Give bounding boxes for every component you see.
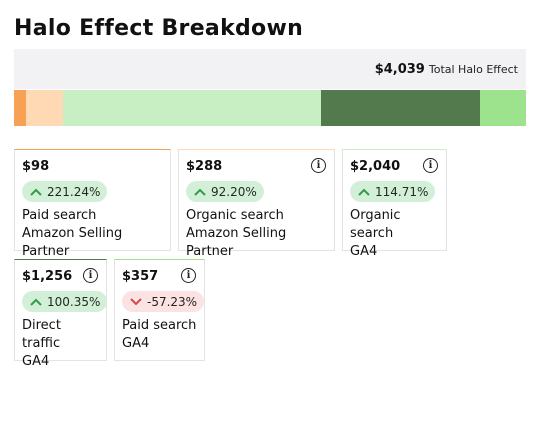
card-value: $357: [122, 269, 159, 284]
change-value: 92.20%: [211, 184, 257, 199]
chevron-up-icon: [358, 188, 370, 196]
info-icon[interactable]: i: [423, 158, 438, 173]
chevron-down-icon: [130, 297, 142, 305]
card-channel: Organic search: [186, 208, 284, 223]
card-channel: Direct traffic: [22, 318, 61, 351]
chevron-up-icon: [30, 298, 42, 306]
breakdown-segment-0[interactable]: [14, 90, 27, 126]
breakdown-segment-4[interactable]: [480, 90, 526, 126]
card-channel: Paid search: [122, 318, 197, 333]
card-source: GA4: [350, 244, 378, 259]
total-halo-bar: $4,039 Total Halo Effect: [14, 49, 526, 89]
halo-card-organic-search-amazon[interactable]: i $288 92.20% Organic search Amazon Sell…: [178, 149, 335, 259]
change-value: -57.23%: [147, 294, 198, 309]
card-source: GA4: [122, 336, 150, 351]
total-halo-label: Total Halo Effect: [428, 62, 518, 76]
breakdown-segment-3[interactable]: [321, 90, 481, 126]
halo-breakdown-bar: [14, 90, 526, 126]
info-icon[interactable]: i: [83, 268, 98, 283]
card-source: Amazon Selling Partner: [186, 226, 287, 259]
change-value: 100.35%: [47, 294, 101, 309]
card-source: Amazon Selling Partner: [22, 226, 123, 259]
info-icon[interactable]: i: [181, 268, 196, 283]
breakdown-segment-1[interactable]: [26, 90, 63, 126]
change-badge: 92.20%: [186, 181, 264, 202]
halo-card-direct-traffic-ga4[interactable]: i $1,256 100.35% Direct traffic GA4: [14, 259, 108, 369]
change-badge: 100.35%: [22, 291, 108, 312]
card-channel: Paid search: [22, 208, 97, 223]
page-title: Halo Effect Breakdown: [14, 16, 304, 41]
card-value: $1,256: [22, 269, 73, 284]
halo-card-organic-search-ga4[interactable]: i $2,040 114.71% Organic search GA4: [342, 149, 447, 259]
card-channel: Organic search: [350, 208, 401, 241]
card-value: $98: [22, 159, 50, 174]
change-badge: 221.24%: [22, 181, 108, 202]
change-badge: 114.71%: [350, 181, 436, 202]
halo-card-paid-search-ga4[interactable]: i $357 -57.23% Paid search GA4: [114, 259, 205, 361]
change-badge: -57.23%: [122, 291, 205, 312]
card-value: $2,040: [350, 159, 401, 174]
change-value: 221.24%: [47, 184, 101, 199]
breakdown-segment-2[interactable]: [62, 90, 322, 126]
change-value: 114.71%: [375, 184, 429, 199]
card-value: $288: [186, 159, 223, 174]
halo-card-paid-search-amazon[interactable]: $98 221.24% Paid search Amazon Selling P…: [14, 149, 171, 259]
chevron-up-icon: [194, 188, 206, 196]
total-halo-amount: $4,039: [374, 61, 425, 77]
chevron-up-icon: [30, 188, 42, 196]
info-icon[interactable]: i: [311, 158, 326, 173]
card-source: GA4: [22, 354, 50, 369]
